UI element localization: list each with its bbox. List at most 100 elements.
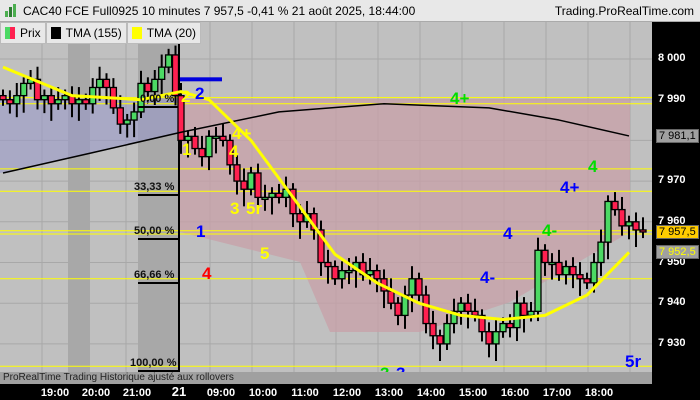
candle-body (632, 221, 640, 231)
candle-body (555, 261, 563, 276)
candle-body (520, 302, 528, 317)
candle-body (583, 278, 591, 284)
candle-body (130, 111, 138, 121)
candle-body (33, 78, 42, 101)
candle-body (61, 94, 69, 101)
fib-level-label: 66,66 % (134, 269, 175, 281)
candle-body (116, 107, 124, 125)
time-label: 13:00 (374, 387, 404, 399)
candle-body (450, 310, 458, 325)
wave-count-label: 3 (396, 364, 405, 372)
candle-body (513, 302, 521, 329)
price-label: 7 960 (658, 214, 686, 227)
candle-body (443, 322, 451, 345)
wave-count-label: 1 (182, 140, 192, 159)
time-label: 17:00 (542, 387, 572, 399)
candle-body (158, 66, 166, 80)
legend-price[interactable]: Prix (0, 22, 46, 44)
candle-body (184, 135, 192, 142)
candle-body (233, 164, 241, 182)
legend-tma155[interactable]: TMA (155) (45, 22, 127, 44)
candle-body (541, 249, 549, 264)
bicolor-candle-icon (5, 27, 15, 39)
wave-count-label: 5r (625, 352, 642, 371)
fib-level-label: 100,00 % (130, 357, 177, 369)
price-label: 7 930 (658, 336, 686, 349)
candle-body (205, 135, 213, 158)
fib-bar (138, 194, 178, 196)
candle-body (618, 208, 626, 227)
candle-body (13, 94, 21, 105)
fib-bar (138, 282, 178, 284)
price-chart (0, 22, 652, 372)
candle-body (20, 82, 28, 97)
wave-count-label: 4+ (560, 178, 580, 197)
price-tag: 7 981,1 (656, 128, 699, 143)
time-label: 18:00 (584, 387, 614, 399)
time-label: 19:00 (40, 387, 70, 399)
footer-note: ProRealTime Trading Historique ajusté au… (0, 372, 652, 384)
wave-count-label: 5r (246, 199, 263, 218)
candle-body (611, 200, 619, 211)
candle-body (102, 78, 111, 89)
wave-count-label: 4+ (450, 89, 470, 108)
legend-label: TMA (20) (146, 26, 197, 40)
candle-body (457, 302, 465, 312)
candle-body (317, 229, 325, 264)
candle-body (95, 78, 104, 89)
candle-body (499, 322, 507, 333)
time-label: 16:00 (500, 387, 530, 399)
wave-count-label: 4 (588, 157, 598, 176)
time-label: 14:00 (416, 387, 446, 399)
candle-body (82, 99, 90, 105)
wave-count-label: 4 (229, 142, 239, 161)
fib-bar (138, 106, 178, 108)
wave-count-label: 2 (181, 87, 191, 106)
time-label: 21 (171, 384, 187, 399)
candle-body (506, 322, 514, 329)
fib-level-label: 50,00 % (134, 225, 175, 237)
price-tag: 7 952,5 (656, 245, 699, 260)
candle-body (478, 314, 486, 333)
candle-body (527, 310, 535, 317)
candle-body (226, 139, 234, 166)
fib-level-label: 33,33 % (134, 181, 175, 193)
candle-body (247, 172, 255, 190)
legend-label: TMA (155) (65, 26, 122, 40)
legend-tma20[interactable]: TMA (20) (126, 22, 202, 44)
price-axis[interactable]: 8 000 7 990 7 970 7 960 7 950 7 940 7 930 7 981… (652, 22, 700, 372)
title-bar: CAC40 FCE Full0925 10 minutes 7 957,5 -0… (0, 0, 700, 22)
wave-count-label: 2 (195, 84, 205, 103)
indicator-legend: Prix TMA (155) TMA (20) (0, 22, 202, 44)
chart-plot-area[interactable]: 0,00 % 33,33 % 50,00 % 66,66 % 100,00 % 2 2 1 4+… (0, 22, 652, 372)
chart-title: CAC40 FCE Full0925 10 minutes 7 957,5 -0… (23, 3, 416, 18)
wave-count-label: 3 (380, 364, 389, 372)
candle-body (261, 196, 269, 201)
candle-body (296, 213, 304, 223)
candle-body (415, 278, 423, 296)
time-label: 12:00 (332, 387, 362, 399)
fib-level-label: 0,00 % (140, 93, 175, 105)
time-axis[interactable]: 19:00 20:00 21:00 21 09:00 10:00 11:00 12:00 13:… (0, 384, 652, 400)
time-label: 20:00 (81, 387, 111, 399)
candle-body (191, 135, 199, 150)
tma155-line (2, 103, 630, 174)
candle-body (387, 290, 395, 304)
candle-body (471, 310, 479, 317)
candle-body (548, 261, 556, 266)
time-label: 10:00 (248, 387, 278, 399)
candle-body (40, 94, 49, 101)
candle-body (219, 135, 227, 142)
candle-body (590, 261, 598, 284)
candle-body (144, 82, 152, 93)
candle-body (198, 147, 206, 158)
time-label: 09:00 (206, 387, 236, 399)
candle-body (408, 278, 416, 296)
candle-body (422, 294, 430, 325)
candle-body (151, 78, 159, 93)
candle-body (324, 261, 332, 268)
candle-body (429, 322, 437, 337)
candle-body (0, 94, 7, 101)
candle-body (597, 241, 605, 264)
candle-body (338, 269, 346, 280)
